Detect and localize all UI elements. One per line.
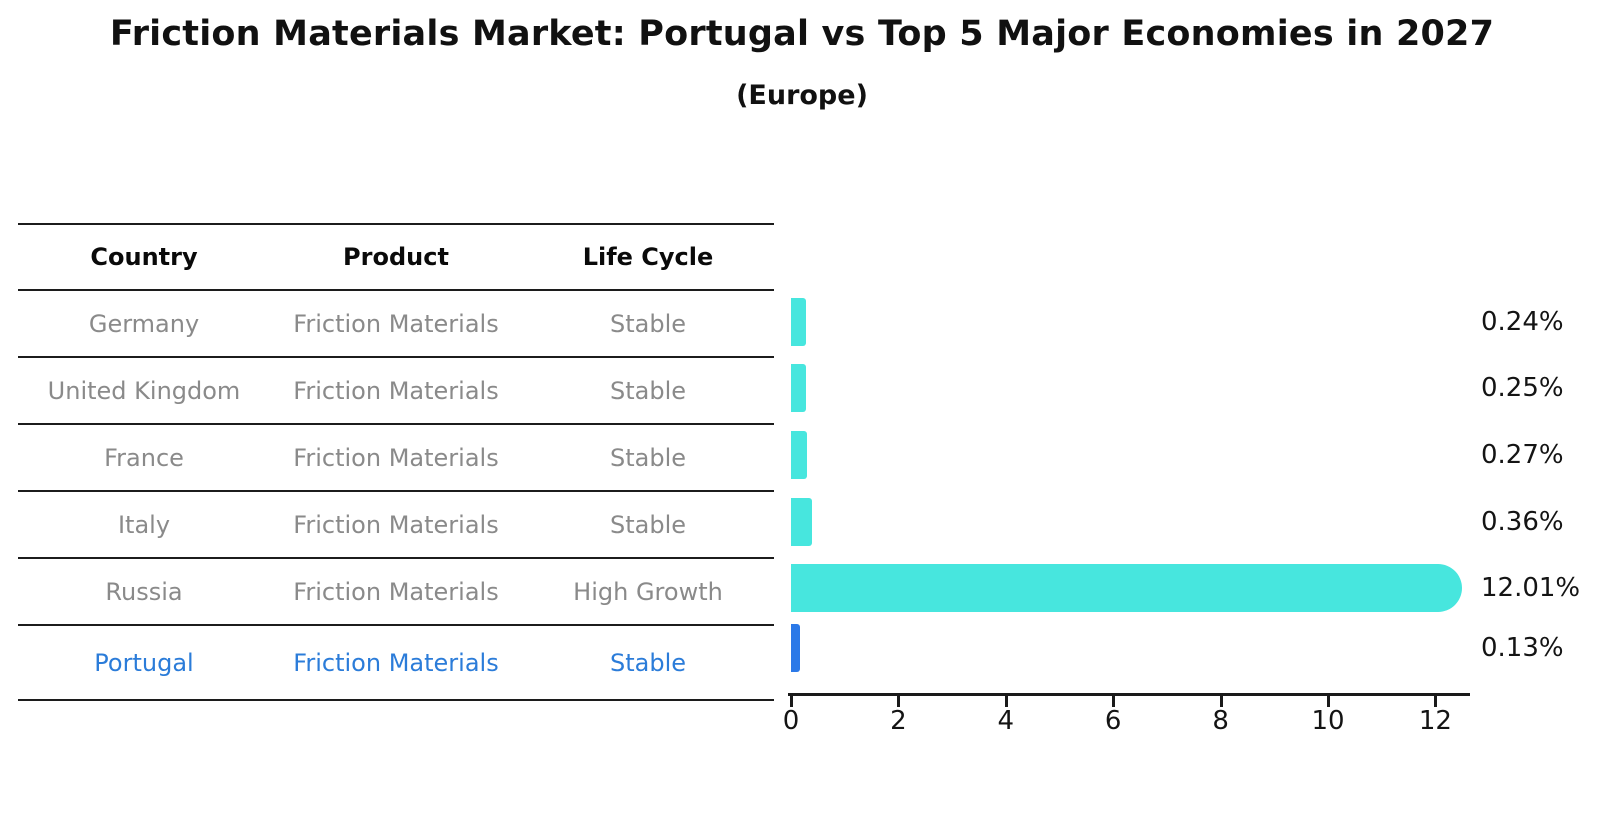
value-label: 0.27%	[1481, 440, 1564, 470]
x-axis-tick	[1219, 696, 1223, 707]
x-axis-tick	[1004, 696, 1008, 707]
row-product: Friction Materials	[293, 510, 499, 539]
column-header-product: Product	[343, 243, 449, 271]
value-label: 0.36%	[1481, 507, 1564, 537]
row-country: Portugal	[94, 648, 194, 677]
value-label: 12.01%	[1481, 573, 1581, 603]
row-country: France	[104, 443, 184, 472]
row-life-cycle: Stable	[609, 648, 687, 677]
table-row: Portugal Friction Materials Stable	[18, 626, 774, 701]
row-product: Friction Materials	[293, 443, 499, 472]
bar-france	[791, 431, 808, 479]
table-header-row: Country Product Life Cycle	[18, 225, 774, 291]
table-row: Italy Friction Materials Stable	[18, 492, 774, 559]
row-country: Italy	[117, 510, 171, 539]
bar-portugal	[791, 624, 800, 672]
x-axis-tick	[1112, 696, 1116, 707]
bar-russia	[791, 564, 1462, 612]
row-life-cycle: Stable	[609, 443, 687, 472]
x-axis-tick	[790, 696, 793, 707]
value-label: 0.24%	[1481, 307, 1564, 337]
row-product: Friction Materials	[293, 648, 499, 677]
value-label: 0.13%	[1481, 633, 1564, 663]
x-axis-tick-label: 6	[1104, 706, 1122, 736]
table-row: France Friction Materials Stable	[18, 425, 774, 492]
row-country: Germany	[88, 309, 200, 338]
column-header-life-cycle: Life Cycle	[582, 243, 714, 271]
row-life-cycle: Stable	[609, 309, 687, 338]
bar-italy	[791, 498, 813, 546]
x-axis-tick-label: 8	[1212, 706, 1229, 736]
x-axis-tick-label: 4	[997, 706, 1015, 736]
row-life-cycle: High Growth	[573, 577, 723, 606]
country-table: Country Product Life Cycle Germany Fricti…	[18, 223, 774, 701]
table-row: Germany Friction Materials Stable	[18, 291, 774, 358]
column-header-country: Country	[90, 243, 198, 271]
row-country: Russia	[105, 577, 183, 606]
bar-united-kingdom	[791, 364, 807, 412]
value-label: 0.25%	[1481, 373, 1564, 403]
row-life-cycle: Stable	[609, 376, 687, 405]
x-axis-tick-label: 10	[1311, 706, 1345, 736]
chart-title: Friction Materials Market: Portugal vs T…	[109, 14, 1495, 54]
x-axis-tick	[1434, 696, 1438, 707]
row-life-cycle: Stable	[609, 510, 687, 539]
row-product: Friction Materials	[293, 577, 499, 606]
x-axis-line	[788, 693, 1470, 696]
table-row: Russia Friction Materials High Growth	[18, 559, 774, 626]
row-country: United Kingdom	[47, 376, 241, 405]
bar-germany	[791, 298, 806, 346]
chart-subtitle: (Europe)	[736, 80, 868, 111]
x-axis-tick-label: 2	[890, 706, 907, 736]
x-axis-tick-label: 0	[782, 706, 800, 736]
x-axis-tick	[897, 696, 901, 707]
x-axis-tick	[1327, 696, 1330, 707]
x-axis-tick-label: 12	[1418, 706, 1452, 736]
table-row: United Kingdom Friction Materials Stable	[18, 358, 774, 425]
row-product: Friction Materials	[293, 309, 499, 338]
row-product: Friction Materials	[293, 376, 499, 405]
